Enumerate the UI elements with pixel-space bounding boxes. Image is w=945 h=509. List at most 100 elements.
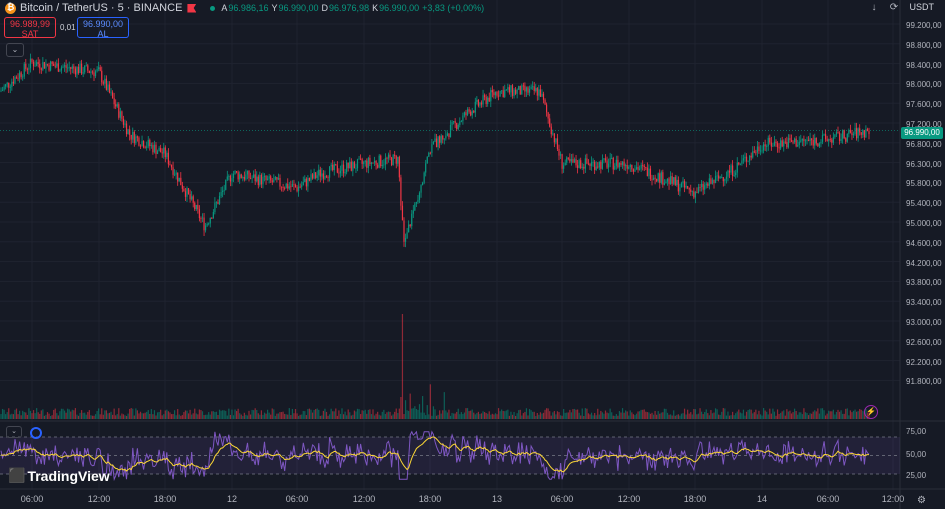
- settings-gear-icon[interactable]: ⚙: [917, 495, 926, 506]
- volume-bar: [245, 414, 247, 419]
- candle-body: [70, 67, 72, 69]
- volume-bar: [346, 415, 348, 419]
- volume-bar: [608, 413, 610, 419]
- candle-body: [17, 78, 19, 80]
- candle-body: [25, 63, 27, 69]
- rsi-collapse-button[interactable]: ⌄: [6, 426, 22, 438]
- volume-bar: [229, 414, 231, 419]
- volume-bar: [198, 409, 200, 419]
- volume-bar: [267, 409, 269, 419]
- currency-selector[interactable]: USDT: [909, 2, 934, 12]
- volume-bar: [665, 408, 667, 419]
- candle-body: [282, 187, 284, 188]
- volume-bar: [532, 411, 534, 419]
- volume-bar: [507, 409, 509, 419]
- volume-bar: [56, 413, 58, 419]
- rsi-indicator-icon[interactable]: [30, 427, 42, 439]
- candle-body: [499, 90, 501, 97]
- volume-bar: [222, 410, 224, 419]
- candle-body: [544, 99, 546, 105]
- volume-bar: [795, 410, 797, 419]
- volume-bar: [136, 410, 138, 419]
- candle-body: [666, 178, 669, 182]
- candle-body: [719, 177, 721, 179]
- candle-body: [665, 181, 667, 184]
- candle-body: [146, 146, 148, 148]
- candle-body: [209, 217, 211, 224]
- candle-body: [50, 61, 52, 71]
- candle-body: [71, 66, 73, 69]
- volume-bar: [119, 415, 121, 419]
- volume-bar: [383, 409, 385, 419]
- tradingview-logo[interactable]: ⬛ TradingView: [8, 467, 110, 484]
- volume-bar: [457, 408, 459, 419]
- volume-bar: [223, 410, 225, 419]
- candle-body: [496, 91, 498, 96]
- volume-bar: [687, 409, 689, 419]
- arrow-down-icon[interactable]: ↓: [871, 2, 877, 13]
- candle-body: [411, 213, 413, 227]
- volume-bar: [449, 415, 452, 419]
- candle-body: [721, 177, 723, 179]
- candle-body: [125, 123, 128, 135]
- candle-body: [429, 152, 431, 154]
- candle-body: [304, 178, 306, 183]
- candle-body: [169, 164, 171, 166]
- volume-bar: [311, 412, 314, 419]
- symbol-title[interactable]: Bitcoin / TetherUS · 5 · BINANCE: [20, 2, 183, 14]
- candle-body: [578, 160, 580, 168]
- volume-bar: [34, 413, 36, 419]
- price-axis-label: 95.000,00: [906, 219, 942, 228]
- price-axis-label: 93.400,00: [906, 298, 942, 308]
- candle-body: [310, 174, 312, 181]
- volume-bar: [260, 410, 262, 419]
- volume-bar: [133, 415, 135, 419]
- volume-bar: [386, 412, 388, 419]
- candle-body: [319, 169, 321, 177]
- candle-body: [333, 164, 335, 171]
- volume-bar: [738, 409, 740, 419]
- candle-body: [130, 134, 132, 140]
- candle-body: [431, 144, 433, 153]
- volume-bar: [251, 409, 253, 419]
- tv-logo-icon: ⬛: [8, 467, 25, 483]
- volume-bar: [349, 412, 351, 419]
- candle-body: [268, 176, 270, 179]
- candle-body: [22, 76, 24, 78]
- candle-body: [392, 154, 394, 166]
- candle-body: [352, 162, 354, 171]
- candle-body: [308, 177, 311, 181]
- volume-bar: [494, 413, 497, 419]
- volume-bar: [0, 414, 2, 419]
- volume-bar: [707, 413, 709, 419]
- candle-body: [781, 140, 783, 147]
- volume-bar: [290, 415, 292, 419]
- collapse-indicators-button[interactable]: ⌄: [6, 43, 24, 57]
- candle-body: [835, 132, 838, 135]
- volume-bar: [81, 410, 83, 419]
- volume-bar: [203, 415, 205, 419]
- volume-bar: [618, 411, 621, 419]
- candle-body: [174, 174, 176, 176]
- volume-bar: [606, 412, 608, 419]
- candle-body: [687, 185, 689, 189]
- volume-bar: [23, 412, 25, 419]
- candle-body: [135, 136, 137, 144]
- buy-button[interactable]: 96.990,00 AL: [77, 17, 129, 39]
- refresh-icon[interactable]: ⟳: [889, 2, 899, 13]
- candle-body: [722, 177, 724, 182]
- candle-body: [714, 176, 717, 184]
- candle-body: [276, 176, 278, 180]
- candle-body: [728, 170, 731, 173]
- candle-body: [575, 159, 577, 166]
- flag-icon[interactable]: [187, 3, 197, 13]
- candle-body: [457, 124, 459, 129]
- sell-button[interactable]: 96.989,99 SAT: [4, 17, 56, 39]
- volume-bar: [763, 408, 765, 419]
- candle-body: [814, 137, 816, 146]
- candle-body: [248, 170, 250, 179]
- lightning-icon[interactable]: ⚡: [864, 405, 878, 419]
- volume-bar: [592, 415, 594, 419]
